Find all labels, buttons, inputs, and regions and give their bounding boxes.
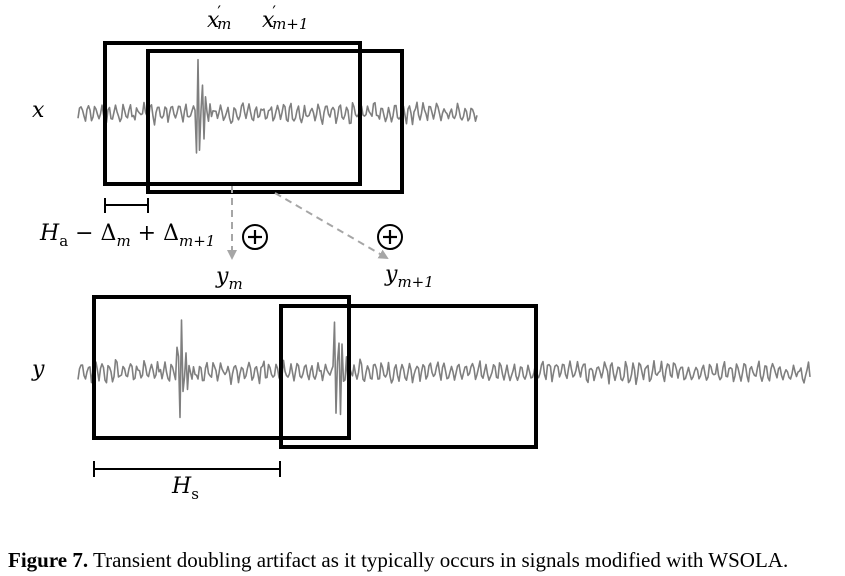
frame-label-xm1: x′ m+1: [262, 2, 308, 33]
frame-label-xm: x′ m: [207, 2, 231, 33]
input-signal-label: x: [32, 98, 45, 123]
caption-label: Figure 7.: [8, 548, 89, 572]
synthesis-hop-label: Hs: [171, 474, 199, 503]
analysis-hop-label: Ha − Δm + Δm+1: [39, 221, 215, 250]
analysis-frame-xm1: [146, 49, 404, 194]
figure-caption: Figure 7. Transient doubling artifact as…: [8, 548, 843, 573]
input-waveform: [77, 58, 478, 154]
frame-label-ym: ym: [215, 264, 243, 293]
output-signal-label: y: [31, 357, 45, 382]
frame-label-ym1: ym+1: [384, 262, 434, 291]
output-waveform: [77, 319, 811, 419]
synthesis-frame-ym1: [279, 304, 538, 449]
caption-text: Transient doubling artifact as it typica…: [88, 548, 789, 572]
overlap-add-icon: [242, 224, 268, 250]
overlap-add-icon: [377, 224, 403, 250]
arrow-to-ym1: [274, 192, 389, 260]
synthesis-frame-ym: [92, 295, 351, 440]
analysis-frame-xm: [103, 41, 362, 186]
